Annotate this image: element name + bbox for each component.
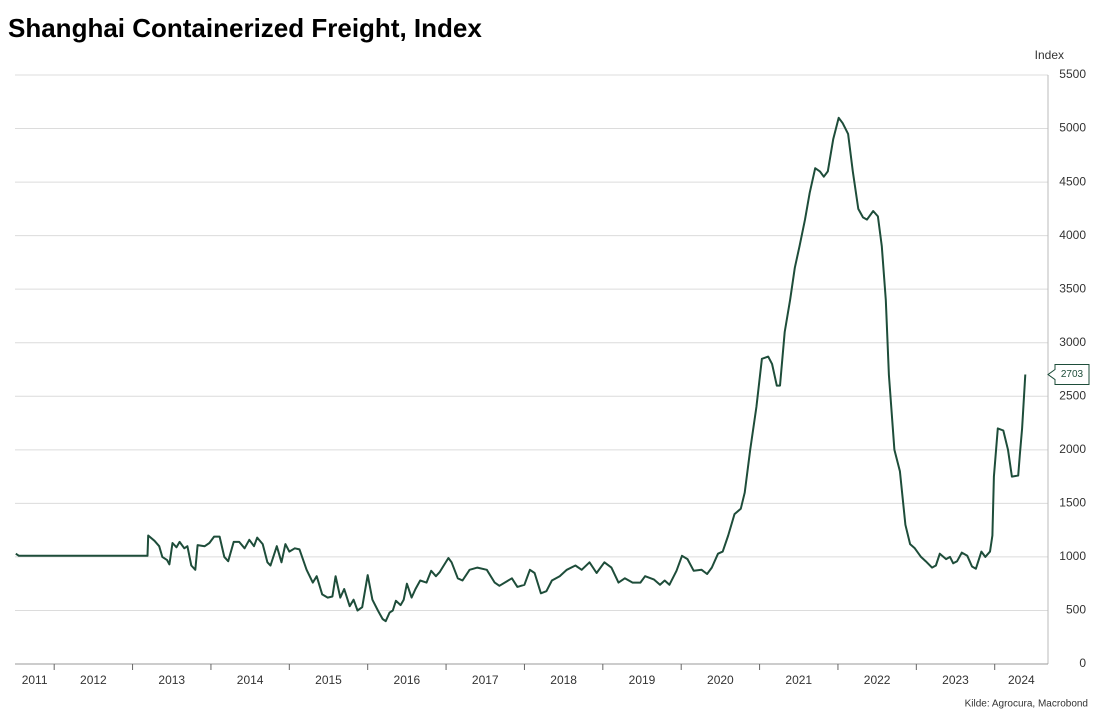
y-tick-label: 1000 (1059, 549, 1086, 563)
x-tick-label: 2020 (707, 673, 734, 687)
x-tick-label: 2013 (158, 673, 185, 687)
last-value-label: 2703 (1061, 369, 1084, 380)
source: Kilde: Agrocura, Macrobond (965, 699, 1088, 710)
last-value-callout (1047, 364, 1090, 386)
y-tick-label: 3500 (1059, 281, 1086, 295)
x-tick-label: 2022 (864, 673, 891, 687)
x-tick-label: 2017 (472, 673, 499, 687)
y-tick-label: 4500 (1059, 174, 1086, 188)
line-series (15, 116, 1027, 623)
chart-title: Shanghai Containerized Freight, Index (8, 13, 482, 43)
x-tick-label: 2021 (785, 673, 812, 687)
y-tick-label: 5500 (1059, 67, 1086, 81)
x-tick-label: 2018 (550, 673, 577, 687)
y-tick-label: 0 (1079, 656, 1086, 670)
x-tick-label: 2014 (237, 673, 264, 687)
x-tick-label: 2015 (315, 673, 342, 687)
x-tick-label: 2012 (80, 673, 107, 687)
y-axis-label: Index (1035, 48, 1064, 62)
y-tick-label: 500 (1066, 603, 1086, 617)
y-tick-label: 2500 (1059, 388, 1086, 402)
x-tick-label: 2024 (1008, 673, 1035, 687)
y-tick-label: 5000 (1059, 121, 1086, 135)
y-tick-label: 4000 (1059, 228, 1086, 242)
y-tick-label: 1500 (1059, 496, 1086, 510)
x-tick-label: 2011 (22, 673, 48, 687)
y-tick-label: 2000 (1059, 442, 1086, 456)
x-tick-label: 2023 (942, 673, 969, 687)
x-tick-label: 2019 (629, 673, 656, 687)
y-tick-label: 3000 (1059, 335, 1086, 349)
x-tick-label: 2016 (394, 673, 421, 687)
